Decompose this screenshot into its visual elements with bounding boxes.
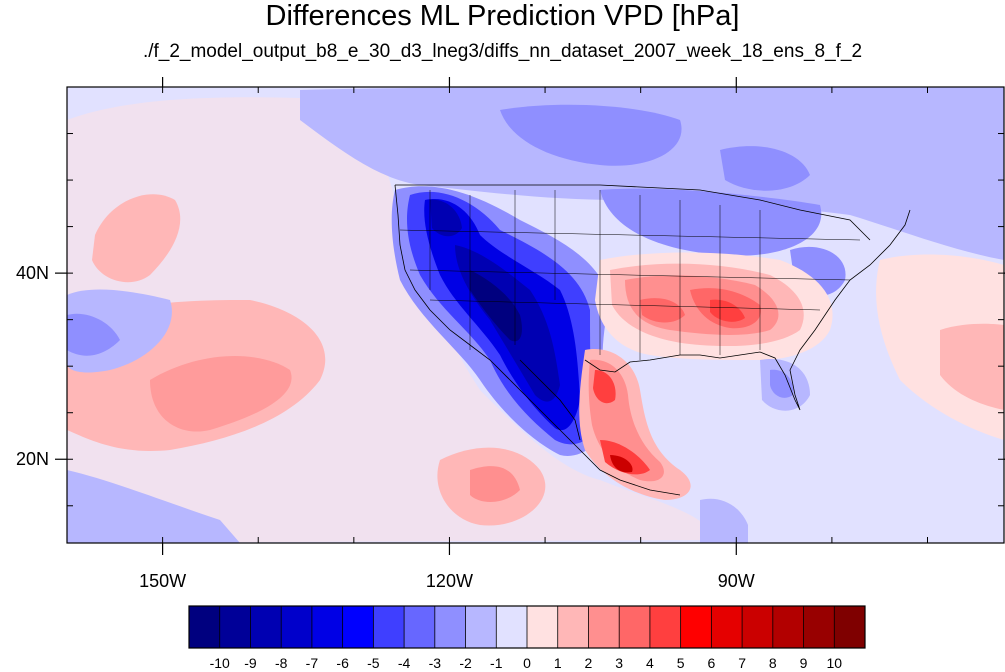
colorbar-swatch [557,606,589,648]
colorbar-swatch [711,606,743,648]
colorbar-label: 6 [707,655,715,671]
colorbar: -10 -9 -8 -7 -6 -5 -4 -3 -2 -1 0 1 2 3 4 5 6 7 8 9 10 [188,605,866,671]
contour-field [67,87,1004,543]
colorbar-label: -2 [459,655,472,671]
colorbar-swatch [772,606,804,648]
colorbar-swatch [803,606,835,648]
colorbar-label: 9 [800,655,808,671]
colorbar-swatch [250,606,282,648]
y-axis: 40N 20N [16,86,1005,507]
colorbar-label: -7 [306,655,319,671]
colorbar-swatch [527,606,559,648]
northeast-pacific-positive [67,97,720,543]
map-frame [66,86,1005,544]
colorbar-label: -10 [210,655,230,671]
y-tick-label: 40N [16,263,49,283]
colorbar-frame [188,605,866,649]
atlantic-features [700,254,1004,543]
x-tick-label: 150W [139,571,186,591]
colorbar-swatch [189,606,221,648]
colorbar-label: -9 [244,655,257,671]
colorbar-swatch [496,606,528,648]
x-axis: 150W 120W 90W [66,77,929,591]
x-tick-label: 90W [718,571,755,591]
colorbar-label: -8 [275,655,288,671]
colorbar-label: 5 [677,655,685,671]
state-borders [399,190,861,360]
map-subtitle: ./f_2_model_output_b8_e_30_d3_lneg3/diff… [142,41,863,62]
colorbar-label: -6 [336,655,349,671]
colorbar-swatch [834,606,866,648]
colorbar-swatch [342,606,374,648]
colorbar-swatch [588,606,620,648]
colorbar-swatch [649,606,681,648]
colorbar-swatch [680,606,712,648]
colorbar-label: 1 [554,655,562,671]
southern-us-positive [595,252,833,360]
y-tick-label: 20N [16,449,49,469]
colorbar-swatch [219,606,251,648]
coastlines [394,184,911,496]
colorbar-label: -1 [490,655,503,671]
colorbar-label: -5 [367,655,380,671]
western-us-negative-core [391,186,610,456]
colorbar-label: 4 [646,655,654,671]
x-tick-label: 120W [426,571,473,591]
colorbar-swatch [742,606,774,648]
colorbar-label: 7 [738,655,746,671]
colorbar-swatch [404,606,436,648]
colorbar-swatch [434,606,466,648]
colorbar-label: 8 [769,655,777,671]
colorbar-label: -4 [398,655,411,671]
colorbar-label: 3 [615,655,623,671]
map-title: Differences ML Prediction VPD [hPa] [265,0,740,32]
colorbar-swatch [373,606,405,648]
mexico-positive [579,349,691,500]
colorbar-label: 0 [523,655,531,671]
colorbar-label: -3 [429,655,442,671]
colorbar-swatch [311,606,343,648]
colorbar-label: 10 [826,655,842,671]
colorbar-label: 2 [585,655,593,671]
colorbar-swatch [619,606,651,648]
colorbar-swatch [465,606,497,648]
pacific-negative [67,289,240,543]
colorbar-swatch [281,606,313,648]
